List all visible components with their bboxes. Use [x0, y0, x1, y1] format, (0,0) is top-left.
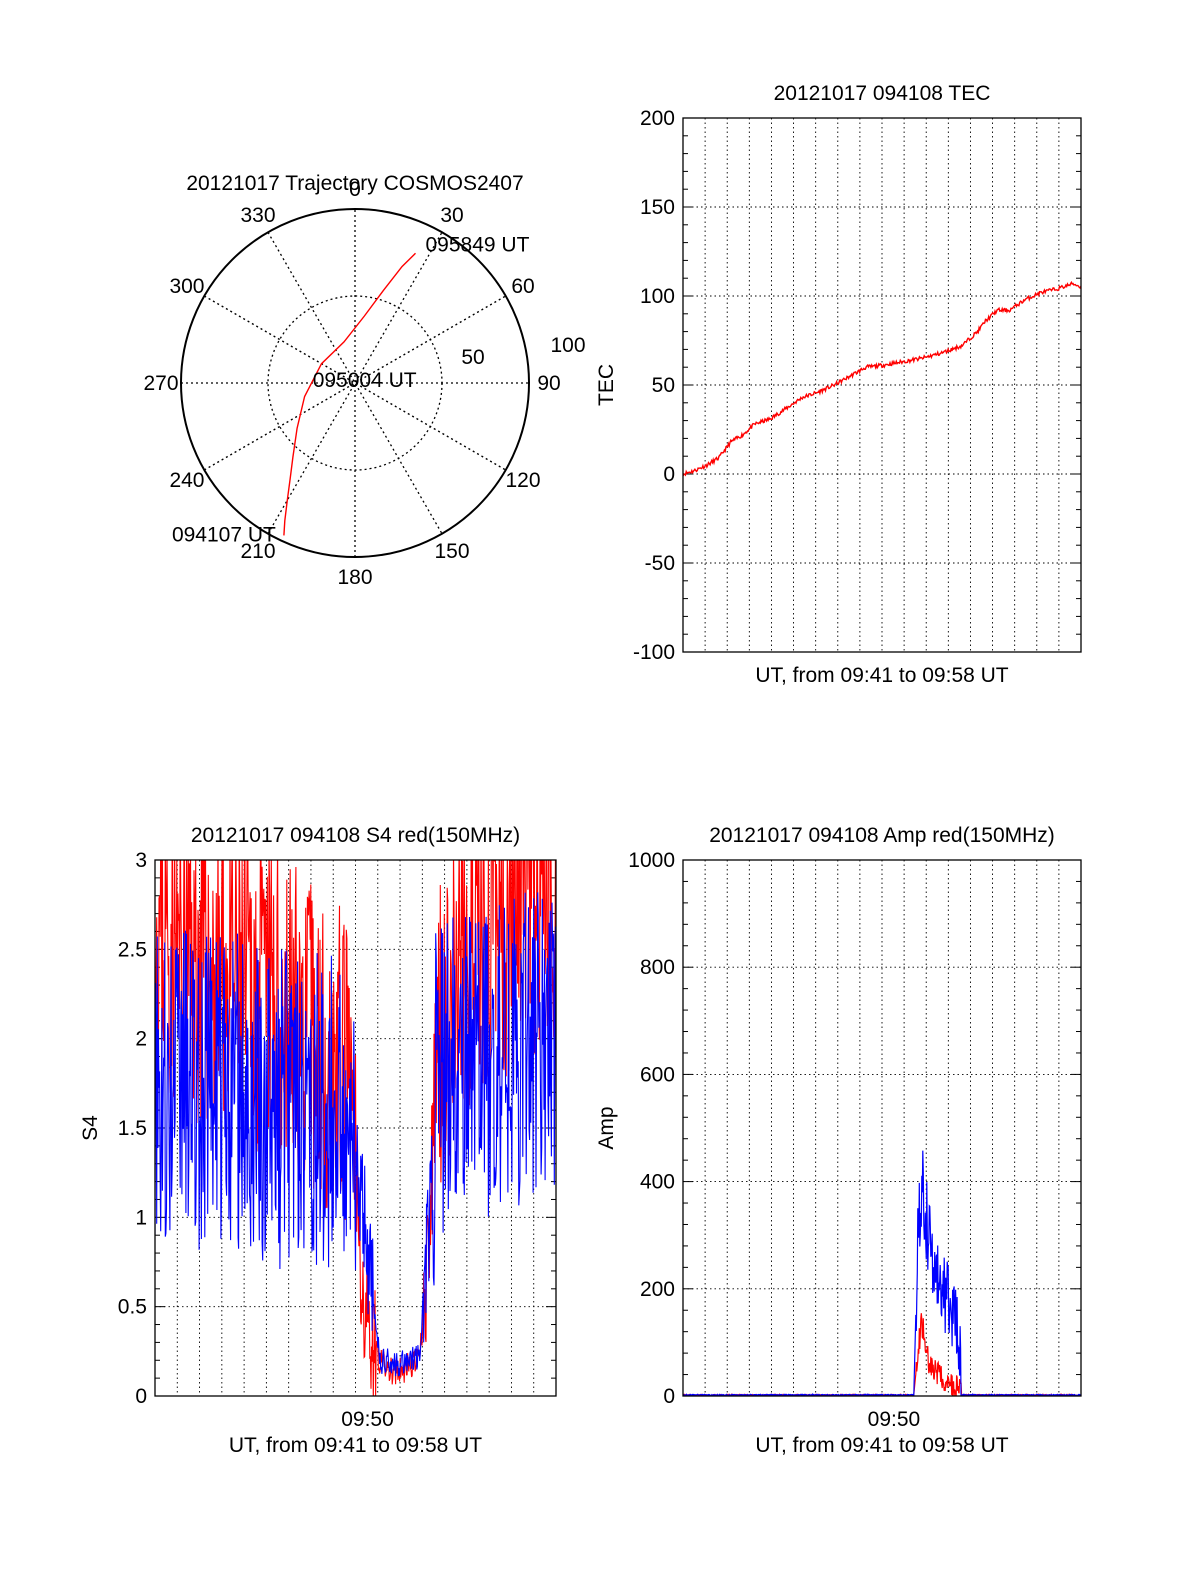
polar-trajectory	[283, 252, 416, 536]
tec-series-line	[683, 280, 1081, 477]
s4-series-group	[155, 860, 556, 1396]
s4-series-line	[155, 892, 556, 1377]
polar-radial-label: 100	[550, 334, 585, 357]
amp-series-line	[683, 1150, 1081, 1396]
polar-annotation: 095004 UT	[313, 369, 417, 392]
polar-annotation: 094107 UT	[172, 523, 276, 546]
polar-azimuth-label: 0	[349, 178, 361, 201]
amp-series-group	[683, 1150, 1081, 1396]
amp-ylabel: Amp	[595, 1106, 618, 1149]
tec-frame	[682, 117, 1082, 653]
polar-spoke	[267, 231, 443, 535]
amp-ytick-label: 600	[640, 1063, 675, 1086]
polar-azimuth-label: 120	[505, 469, 540, 492]
polar-azimuth-label: 150	[434, 540, 469, 563]
s4-ytick-label: 0	[135, 1385, 147, 1408]
polar-azimuth-label: 90	[537, 372, 560, 395]
polar-spoke	[267, 231, 443, 535]
polar-panel: 20121017 Trajectory COSMOS2407 0 30 60 90 12…	[143, 172, 585, 589]
tec-ylabel: TEC	[595, 364, 618, 406]
amp-ytick-label: 1000	[628, 849, 675, 872]
s4-ytick-label: 0.5	[118, 1296, 147, 1319]
polar-title: 20121017 Trajectory COSMOS2407	[186, 172, 523, 195]
amp-frame	[682, 859, 1082, 1397]
polar-azimuth-label: 30	[440, 204, 463, 227]
amp-ytick-label: 0	[663, 1385, 675, 1408]
polar-azimuth-label: 210	[240, 540, 275, 563]
polar-azimuth-label: 270	[143, 372, 178, 395]
tec-ytick-label: -100	[633, 641, 675, 664]
s4-ytick-label: 3	[135, 849, 147, 872]
s4-ytick-label: 1.5	[118, 1117, 147, 1140]
tec-xlabel: UT, from 09:41 to 09:58 UT	[755, 664, 1008, 687]
s4-title: 20121017 094108 S4 red(150MHz)	[191, 824, 520, 847]
tec-ytick-label: 50	[652, 374, 675, 397]
amp-title: 20121017 094108 Amp red(150MHz)	[709, 824, 1055, 847]
s4-xtick-label: 09:50	[341, 1408, 394, 1431]
tec-ytick-label: 100	[640, 285, 675, 308]
s4-ytick-label: 2.5	[118, 938, 147, 961]
s4-frame	[154, 859, 557, 1397]
s4-ytick-label: 1	[135, 1206, 147, 1229]
polar-radial-label: 50	[461, 346, 484, 369]
polar-azimuth-label: 330	[240, 204, 275, 227]
s4-xlabel: UT, from 09:41 to 09:58 UT	[229, 1434, 482, 1457]
tec-series-group	[683, 280, 1081, 477]
amp-ytick-label: 800	[640, 956, 675, 979]
tec-ytick-label: 200	[640, 107, 675, 130]
polar-trajectory-line	[283, 252, 416, 536]
polar-azimuth-label: 300	[169, 275, 204, 298]
s4-series-line	[155, 860, 556, 1396]
s4-ytick-label: 2	[135, 1028, 147, 1051]
amp-xlabel: UT, from 09:41 to 09:58 UT	[755, 1434, 1008, 1457]
amp-ytick-label: 400	[640, 1171, 675, 1194]
polar-azimuth-label: 240	[169, 469, 204, 492]
amp-xtick-label: 09:50	[868, 1408, 921, 1431]
polar-spoke	[203, 295, 507, 471]
amp-ytick-label: 200	[640, 1278, 675, 1301]
polar-annotations: 095849 UT 095004 UT 094107 UT	[172, 233, 530, 546]
tec-title: 20121017 094108 TEC	[774, 82, 991, 105]
tec-ytick-label: 150	[640, 196, 675, 219]
tec-ytick-label: 0	[663, 463, 675, 486]
polar-azimuth-label: 180	[337, 566, 372, 589]
polar-azimuth-labels: 0 30 60 90 120 150 180 210 240 270 300 330 50 100	[143, 178, 585, 589]
polar-annotation: 095849 UT	[426, 233, 530, 256]
tec-panel: 20121017 094108 TEC -100 -50 0 50 100 150 200 UT…	[595, 82, 1082, 687]
polar-spoke	[203, 295, 507, 471]
amp-panel: 20121017 094108 Amp red(150MHz) 0 200 400 60…	[595, 824, 1082, 1457]
tec-ytick-label: -50	[645, 552, 675, 575]
s4-ylabel: S4	[79, 1115, 102, 1141]
polar-azimuth-label: 60	[511, 275, 534, 298]
s4-panel: 20121017 094108 S4 red(150MHz) 0 0.5 1 1.5 2 2…	[79, 824, 557, 1457]
polar-grid	[180, 208, 530, 558]
